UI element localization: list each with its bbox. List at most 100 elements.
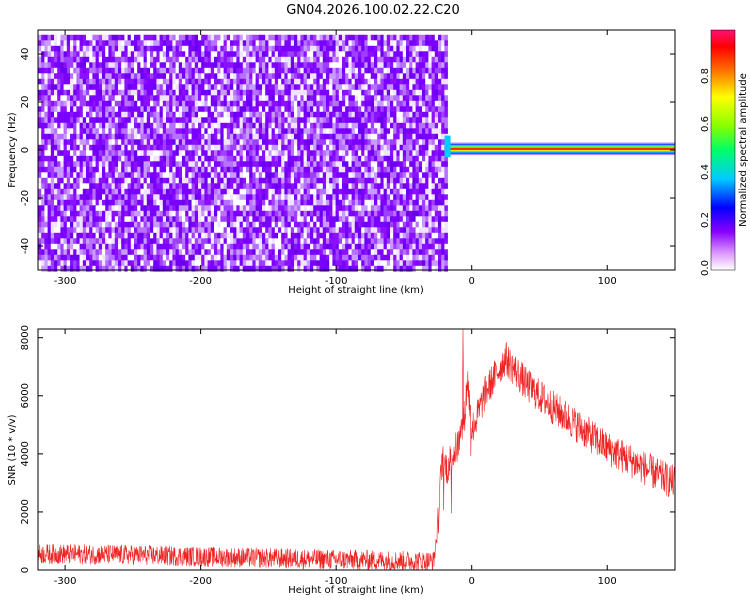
noise-cell — [86, 243, 90, 250]
noise-cell — [220, 67, 224, 74]
noise-cell — [194, 144, 199, 151]
noise-cell — [409, 40, 413, 47]
noise-cell — [380, 100, 384, 107]
noise-cell — [242, 172, 247, 179]
noise-cell — [345, 100, 349, 107]
noise-cell — [342, 188, 346, 195]
noise-cell — [399, 260, 404, 267]
noise-cell — [121, 205, 125, 212]
noise-cell — [89, 166, 93, 173]
noise-cell — [338, 78, 343, 85]
noise-cell — [114, 34, 119, 41]
noise-cell — [134, 122, 138, 129]
noise-cell — [386, 95, 391, 102]
noise-cell — [214, 133, 218, 140]
noise-cell — [114, 133, 119, 140]
noise-cell — [252, 161, 256, 168]
noise-cell — [102, 139, 106, 146]
noise-cell — [63, 139, 68, 146]
noise-cell — [60, 78, 64, 85]
noise-cell — [300, 227, 304, 234]
noise-cell — [188, 34, 192, 41]
noise-cell — [297, 188, 301, 195]
noise-cell — [114, 238, 119, 245]
noise-cell — [191, 133, 196, 140]
noise-cell — [303, 199, 308, 206]
noise-cell — [210, 183, 215, 190]
noise-cell — [262, 243, 266, 250]
noise-cell — [281, 128, 285, 135]
noise-cell — [380, 62, 384, 69]
noise-cell — [223, 221, 228, 228]
noise-cell — [73, 155, 77, 162]
noise-cell — [95, 221, 100, 228]
noise-cell — [367, 177, 372, 184]
noise-cell — [306, 221, 311, 228]
noise-cell — [66, 106, 71, 113]
noise-cell — [300, 106, 304, 113]
noise-cell — [290, 128, 295, 135]
noise-cell — [114, 210, 119, 217]
noise-cell — [281, 238, 285, 245]
noise-cell — [274, 199, 279, 206]
noise-cell — [402, 177, 407, 184]
noise-cell — [338, 232, 343, 239]
noise-cell — [300, 232, 304, 239]
noise-cell — [402, 45, 407, 52]
noise-cell — [335, 144, 340, 151]
noise-cell — [294, 155, 298, 162]
noise-cell — [281, 210, 285, 217]
noise-cell — [98, 144, 103, 151]
noise-cell — [297, 155, 301, 162]
noise-cell — [214, 150, 218, 157]
noise-cell — [402, 265, 407, 272]
noise-cell — [137, 139, 141, 146]
noise-cell — [322, 265, 327, 272]
noise-cell — [374, 232, 378, 239]
noise-cell — [50, 177, 55, 184]
noise-cell — [140, 56, 144, 63]
noise-cell — [374, 194, 378, 201]
noise-cell — [130, 150, 135, 157]
noise-cell — [258, 205, 263, 212]
noise-cell — [306, 166, 311, 173]
noise-cell — [70, 122, 74, 129]
noise-cell — [383, 95, 388, 102]
noise-cell — [300, 133, 304, 140]
noise-cell — [47, 100, 52, 107]
noise-cell — [242, 227, 247, 234]
noise-cell — [63, 216, 68, 223]
noise-cell — [204, 243, 208, 250]
noise-cell — [63, 133, 68, 140]
noise-cell — [239, 221, 244, 228]
noise-cell — [233, 221, 237, 228]
noise-cell — [201, 205, 205, 212]
noise-cell — [102, 183, 106, 190]
noise-cell — [194, 227, 199, 234]
noise-cell — [172, 133, 176, 140]
noise-cell — [198, 45, 202, 52]
noise-cell — [364, 150, 368, 157]
noise-cell — [281, 89, 285, 96]
noise-cell — [95, 183, 100, 190]
noise-cell — [342, 84, 346, 91]
noise-cell — [201, 133, 205, 140]
noise-cell — [60, 67, 64, 74]
noise-cell — [233, 260, 237, 267]
noise-cell — [70, 172, 74, 179]
noise-cell — [156, 45, 160, 52]
noise-cell — [111, 73, 116, 80]
noise-cell — [290, 95, 295, 102]
noise-cell — [214, 232, 218, 239]
noise-cell — [377, 232, 381, 239]
noise-cell — [153, 139, 157, 146]
noise-cell — [50, 100, 55, 107]
noise-cell — [358, 40, 362, 47]
noise-cell — [361, 194, 365, 201]
noise-cell — [182, 100, 186, 107]
noise-cell — [345, 243, 349, 250]
noise-cell — [44, 199, 48, 206]
noise-cell — [217, 232, 221, 239]
noise-cell — [313, 227, 317, 234]
noise-cell — [271, 56, 276, 63]
